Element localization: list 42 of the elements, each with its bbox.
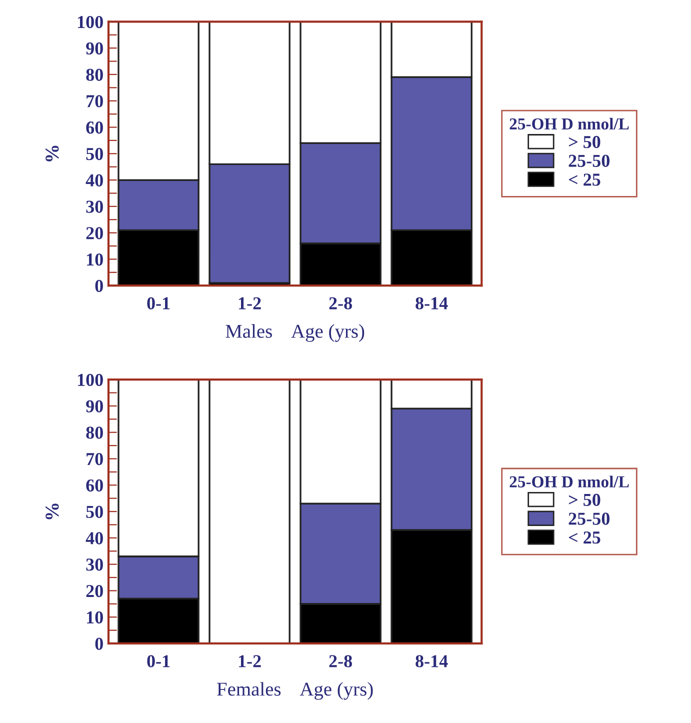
y-tick-label: 100 <box>78 374 103 386</box>
y-tick-label: 80 <box>86 426 103 439</box>
y-axis-title: % <box>46 504 59 520</box>
y-tick-label: 40 <box>86 174 103 186</box>
y-tick-label: 40 <box>86 532 103 544</box>
y-axis-title: % <box>46 146 59 162</box>
y-tick-label: 90 <box>86 42 103 55</box>
x-tick-label: 1-2 <box>238 655 261 668</box>
y-tick-label: 60 <box>86 479 103 492</box>
x-tick-label: 8-14 <box>416 655 448 668</box>
legend-label: > 50 <box>568 494 600 506</box>
y-tick-label: 90 <box>86 400 103 412</box>
legend-label: 25-50 <box>568 512 610 525</box>
legend-label: > 50 <box>568 136 600 148</box>
y-tick-label: 70 <box>86 95 103 108</box>
y-tick-label: 20 <box>86 227 103 240</box>
y-tick-label: 80 <box>86 68 103 81</box>
x-tick-label: 0-1 <box>147 297 170 310</box>
y-tick-label: 30 <box>86 200 103 213</box>
legend-title: 25-OH D nmol/L <box>510 118 629 130</box>
y-tick-label: 10 <box>87 253 103 266</box>
x-tick-label: 0-1 <box>147 655 170 668</box>
legend-label: < 25 <box>568 174 600 186</box>
y-tick-label: 50 <box>86 506 103 518</box>
y-tick-label: 70 <box>86 453 103 466</box>
y-tick-label: 0 <box>95 280 103 292</box>
x-axis-title: Males Age (yrs) <box>226 324 364 342</box>
y-tick-label: 10 <box>87 611 103 624</box>
y-tick-label: 100 <box>78 16 103 28</box>
legend-label: 25-50 <box>568 154 610 167</box>
x-tick-label: 2-8 <box>329 297 352 310</box>
x-axis-title: Females Age (yrs) <box>217 682 373 700</box>
y-tick-label: 20 <box>86 584 103 598</box>
x-tick-label: 1-2 <box>238 297 261 310</box>
y-tick-label: 30 <box>86 558 103 571</box>
y-tick-label: 60 <box>86 122 103 134</box>
x-tick-label: 8-14 <box>416 297 448 310</box>
y-tick-label: 50 <box>86 148 103 160</box>
legend-title: 25-OH D nmol/L <box>510 476 629 488</box>
x-tick-label: 2-8 <box>329 655 352 668</box>
legend-label: < 25 <box>568 532 600 544</box>
y-tick-label: 0 <box>95 638 103 650</box>
